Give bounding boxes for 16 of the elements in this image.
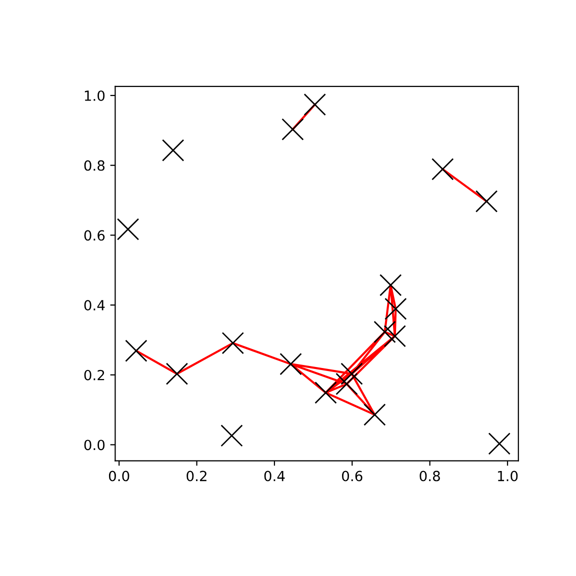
point (116, 218, 140, 240)
y-tick-label: 0.8 (84, 160, 105, 171)
point (162, 139, 184, 162)
point (220, 424, 243, 447)
y-tick-label: 0.6 (84, 230, 105, 241)
y-tick-label: 0.2 (84, 370, 104, 380)
x-tick-label: 1.0 (498, 470, 518, 482)
x-tick-label: 0.6 (342, 470, 362, 482)
x-tick-label: 0.0 (108, 470, 130, 482)
x-tick-label: 0.8 (420, 470, 440, 482)
x-tick-label: 0.2 (186, 470, 206, 482)
y-tick-label: 1.0 (84, 90, 105, 101)
y-tick-label: 0.0 (84, 440, 105, 450)
x-tick-label: 0.4 (264, 470, 285, 482)
point (488, 432, 510, 455)
y-tick-label: 0.4 (84, 300, 105, 311)
